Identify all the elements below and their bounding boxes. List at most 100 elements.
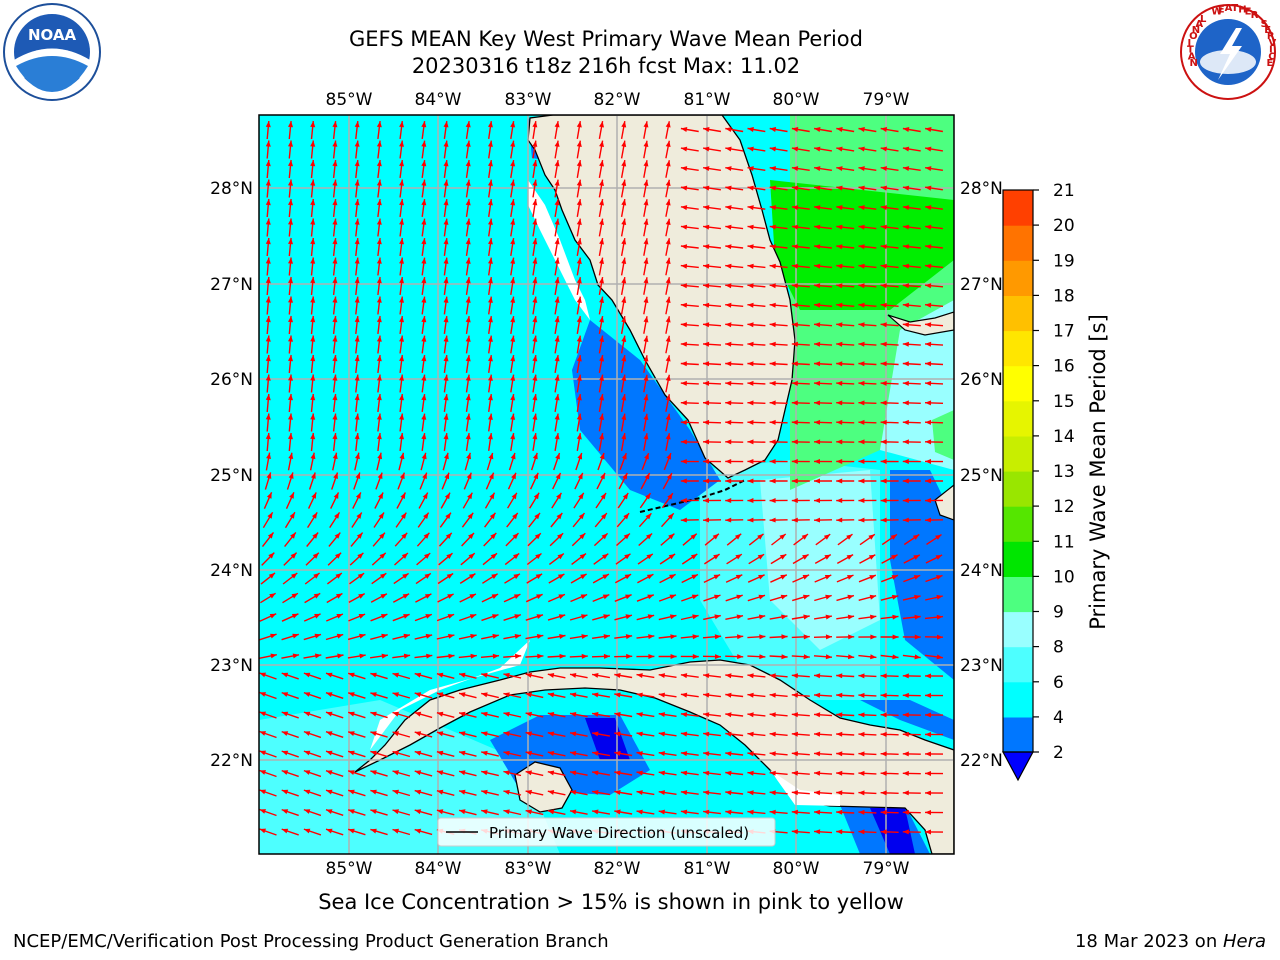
wave-arrow-head bbox=[303, 770, 311, 775]
wave-arrow-head bbox=[281, 809, 289, 814]
wave-arrow-head bbox=[758, 614, 766, 620]
wave-arrow-head bbox=[414, 750, 422, 756]
wave-arrow-head bbox=[310, 394, 316, 401]
wave-arrow-head bbox=[814, 790, 821, 796]
wave-arrow-head bbox=[314, 653, 322, 659]
wave-arrow-head bbox=[636, 790, 643, 795]
wave-arrow-head bbox=[614, 731, 621, 737]
wave-arrow-head bbox=[335, 573, 342, 579]
wave-arrow-head bbox=[665, 413, 671, 420]
wave-arrow-head bbox=[423, 512, 429, 519]
wave-arrow-head bbox=[643, 199, 649, 206]
wave-arrow-head bbox=[680, 692, 688, 698]
wave-arrow-head bbox=[725, 517, 732, 523]
legend-label: Primary Wave Direction (unscaled) bbox=[489, 824, 749, 842]
wave-arrow-head bbox=[769, 224, 776, 230]
wave-arrow-head bbox=[510, 179, 516, 186]
wave-arrow-head bbox=[690, 554, 698, 560]
wave-arrow-head bbox=[443, 238, 449, 245]
wave-arrow-head bbox=[703, 498, 709, 503]
wave-arrow-head bbox=[532, 316, 538, 323]
wave-arrow-head bbox=[488, 140, 493, 147]
wave-arrow-head bbox=[925, 322, 932, 328]
wave-arrow-head bbox=[310, 257, 316, 264]
wave-arrow-head bbox=[578, 492, 584, 500]
wave-arrow-head bbox=[354, 433, 360, 440]
wave-arrow-head bbox=[814, 361, 821, 367]
wave-arrow-head bbox=[692, 614, 699, 620]
wave-arrow-head bbox=[534, 512, 540, 520]
wave-arrow-head bbox=[703, 439, 710, 445]
wave-arrow-head bbox=[532, 394, 538, 401]
wave-arrow-head bbox=[421, 160, 427, 167]
wave-arrow-head bbox=[488, 394, 493, 401]
wave-arrow-head bbox=[692, 654, 699, 659]
wave-arrow-head bbox=[533, 492, 540, 500]
wave-arrow-head bbox=[414, 692, 422, 698]
wave-arrow-head bbox=[268, 572, 275, 579]
wave-arrow-head bbox=[703, 185, 710, 191]
wave-arrow-head bbox=[836, 498, 843, 503]
wave-arrow-head bbox=[621, 277, 627, 284]
wave-arrow-head bbox=[646, 574, 654, 580]
wave-arrow-head bbox=[680, 341, 687, 347]
wave-arrow-head bbox=[747, 790, 754, 796]
wave-arrow-head bbox=[666, 453, 671, 460]
wave-arrow-head bbox=[880, 790, 887, 796]
wave-arrow-head bbox=[268, 552, 275, 559]
wave-arrow-head bbox=[469, 594, 476, 599]
wave-arrow-head bbox=[289, 512, 295, 519]
wave-arrow-head bbox=[401, 532, 408, 539]
wave-arrow-head bbox=[747, 478, 754, 484]
wave-arrow-head bbox=[880, 712, 887, 718]
wave-arrow-head bbox=[310, 355, 316, 362]
wave-arrow-head bbox=[725, 751, 732, 757]
wave-arrow-head bbox=[769, 673, 776, 679]
wave-arrow-head bbox=[769, 809, 776, 815]
wave-arrow-head bbox=[547, 751, 555, 756]
period-field-6-8-sw bbox=[259, 700, 560, 854]
wave-arrow-head bbox=[747, 146, 754, 152]
wave-arrow-head bbox=[579, 553, 586, 560]
wave-arrow-head bbox=[779, 534, 786, 540]
wave-arrow-head bbox=[658, 790, 665, 795]
wave-arrow-head bbox=[636, 692, 643, 698]
wave-arrow-head bbox=[311, 492, 317, 499]
wave-arrow-head bbox=[769, 341, 776, 347]
wave-arrow-head bbox=[421, 296, 427, 303]
wave-arrow-head bbox=[392, 828, 399, 834]
wave-arrow-head bbox=[747, 224, 754, 230]
lat-label-left: 27°N bbox=[210, 275, 253, 295]
wave-arrow-head bbox=[643, 296, 649, 303]
wave-arrow-head bbox=[465, 140, 471, 147]
wave-arrow-head bbox=[902, 517, 909, 523]
wave-arrow-head bbox=[870, 654, 877, 660]
wave-arrow-head bbox=[443, 394, 449, 401]
wave-arrow-head bbox=[310, 140, 316, 147]
graticule bbox=[259, 115, 954, 854]
wave-arrow-head bbox=[570, 809, 577, 815]
wave-arrow-head bbox=[703, 692, 710, 698]
colorbar-tick-label: 20 bbox=[1053, 216, 1075, 236]
wave-arrow-head bbox=[714, 654, 721, 660]
wave-arrow-head bbox=[532, 199, 538, 206]
wave-arrow-head bbox=[791, 692, 798, 698]
wave-arrow-head bbox=[670, 654, 677, 659]
wave-arrow-head bbox=[703, 146, 710, 152]
lon-label-bottom: 80°W bbox=[773, 859, 820, 879]
wave-arrow-head bbox=[332, 257, 338, 264]
wave-arrow-head bbox=[481, 770, 488, 776]
wave-arrow-head bbox=[576, 199, 582, 206]
wave-arrow-head bbox=[354, 218, 360, 225]
wave-arrow-head bbox=[735, 554, 742, 560]
wave-arrow-head bbox=[644, 453, 649, 460]
wave-arrow-head bbox=[557, 553, 564, 560]
wave-arrow-head bbox=[769, 400, 776, 406]
wave-arrow-head bbox=[399, 179, 404, 186]
wave-arrow-head bbox=[376, 179, 382, 186]
colorbar-segment bbox=[1003, 260, 1033, 296]
wave-arrow-head bbox=[359, 653, 366, 659]
wave-arrow-head bbox=[621, 316, 627, 323]
wave-arrow-head bbox=[836, 302, 843, 308]
wave-arrow-head bbox=[525, 789, 532, 795]
